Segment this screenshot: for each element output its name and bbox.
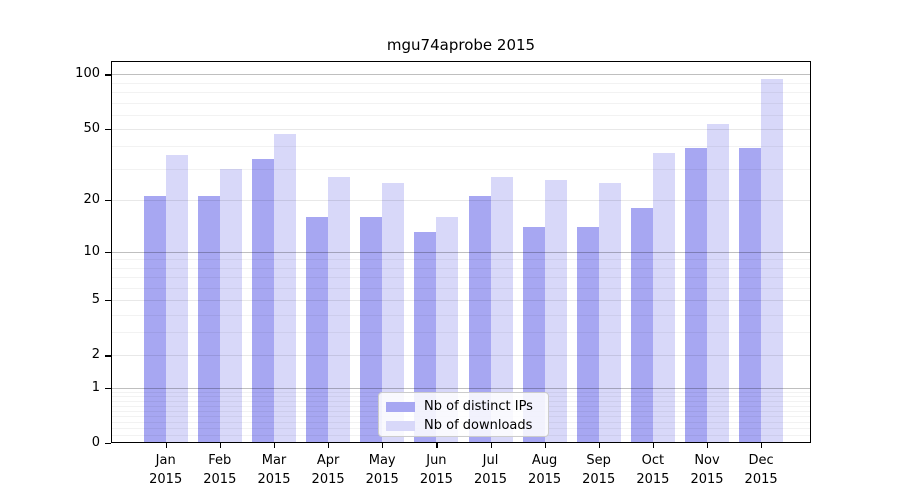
x-tick-label-apr: Apr 2015 xyxy=(311,453,345,487)
bar-distinct-ips-may xyxy=(360,216,383,443)
legend: Nb of distinct IPs Nb of downloads xyxy=(378,392,549,437)
y-tick-label-20: 20 xyxy=(83,191,100,207)
legend-swatch-distinct-ips xyxy=(386,401,415,412)
x-tick-jan xyxy=(165,443,167,448)
y-tick-100 xyxy=(105,74,111,76)
x-tick-mar xyxy=(274,443,276,448)
bar-downloads-dec xyxy=(761,78,784,443)
x-tick-label-dec: Dec 2015 xyxy=(744,453,778,487)
bar-distinct-ips-jun xyxy=(414,232,437,443)
bar-distinct-ips-mar xyxy=(252,159,274,443)
bar-distinct-ips-sep xyxy=(576,226,599,443)
x-tick-label-nov: Nov 2015 xyxy=(690,453,724,487)
legend-row-distinct-ips: Nb of distinct IPs xyxy=(386,398,548,415)
bar-downloads-mar xyxy=(274,133,296,443)
x-tick-oct xyxy=(652,443,655,448)
y-tick-50 xyxy=(105,129,111,131)
bar-downloads-feb xyxy=(219,168,242,443)
bar-distinct-ips-jan xyxy=(143,196,166,443)
bar-distinct-ips-aug xyxy=(522,226,545,443)
bar-downloads-jan xyxy=(165,154,188,443)
x-tick-label-feb: Feb 2015 xyxy=(203,453,237,487)
y-tick-label-5: 5 xyxy=(91,291,100,307)
bar-distinct-ips-jul xyxy=(468,196,491,443)
bar-distinct-ips-apr xyxy=(306,216,329,443)
x-tick-nov xyxy=(707,443,709,448)
legend-swatch-downloads xyxy=(386,420,415,431)
bar-downloads-jun xyxy=(436,216,459,443)
x-tick-label-sep: Sep 2015 xyxy=(582,453,616,487)
bar-distinct-ips-oct xyxy=(630,207,653,443)
x-tick-label-may: May 2015 xyxy=(365,453,399,487)
x-tick-label-mar: Mar 2015 xyxy=(257,453,291,487)
bar-distinct-ips-feb xyxy=(197,196,220,443)
y-tick-label-50: 50 xyxy=(83,121,100,136)
y-tick-20 xyxy=(105,199,111,202)
x-tick-label-aug: Aug 2015 xyxy=(528,453,562,487)
chart-title: mgu74aprobe 2015 xyxy=(386,36,536,54)
bar-distinct-ips-nov xyxy=(685,148,707,443)
x-tick-label-jan: Jan 2015 xyxy=(149,453,183,487)
y-tick-label-10: 10 xyxy=(83,243,100,259)
bar-downloads-apr xyxy=(328,176,351,443)
x-tick-may xyxy=(382,443,384,448)
legend-row-downloads: Nb of downloads xyxy=(386,417,548,434)
bar-downloads-jul xyxy=(490,176,513,443)
x-tick-jul xyxy=(490,443,492,448)
legend-label-distinct-ips: Nb of distinct IPs xyxy=(424,399,533,414)
y-tick-1 xyxy=(105,387,111,389)
x-tick-label-oct: Oct 2015 xyxy=(636,453,670,487)
x-tick-label-jul: Jul 2015 xyxy=(473,453,508,487)
bar-downloads-nov xyxy=(707,124,729,443)
y-tick-10 xyxy=(105,251,111,253)
y-tick-5 xyxy=(105,299,111,302)
plot-area xyxy=(111,61,811,443)
legend-label-downloads: Nb of downloads xyxy=(424,418,533,433)
x-tick-jun xyxy=(436,443,438,448)
x-tick-dec xyxy=(761,443,763,448)
y-tick-label-1: 1 xyxy=(91,379,100,395)
x-tick-label-jun: Jun 2015 xyxy=(419,453,453,487)
bars-layer xyxy=(111,61,811,443)
y-tick-0 xyxy=(105,443,111,445)
bar-downloads-oct xyxy=(652,152,675,443)
bar-downloads-sep xyxy=(598,182,621,443)
x-tick-apr xyxy=(328,443,330,448)
x-tick-feb xyxy=(219,443,222,448)
y-tick-label-0: 0 xyxy=(91,435,100,450)
bar-distinct-ips-dec xyxy=(739,148,762,443)
x-tick-aug xyxy=(544,443,546,448)
y-tick-label-2: 2 xyxy=(91,347,100,363)
x-tick-sep xyxy=(598,443,600,448)
bar-downloads-aug xyxy=(544,179,567,443)
y-tick-2 xyxy=(105,355,111,357)
y-tick-label-100: 100 xyxy=(75,66,100,82)
bar-downloads-may xyxy=(382,182,405,443)
